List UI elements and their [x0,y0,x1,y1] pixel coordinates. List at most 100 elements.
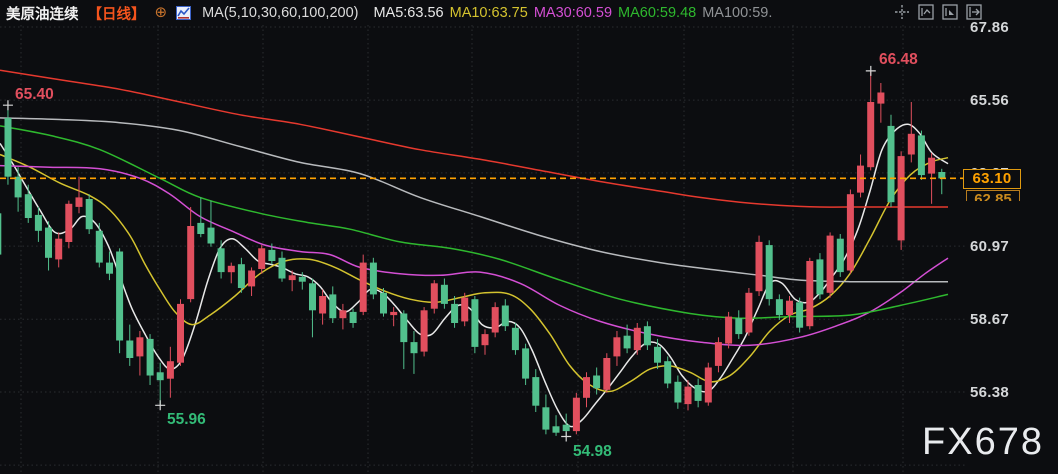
extreme-marker-icon [2,100,13,111]
candle [603,353,611,393]
candle [857,154,864,198]
candle [623,324,631,354]
price-extreme-label: 54.98 [573,443,612,460]
fx678-watermark: FX678 [922,421,1044,463]
candle [106,251,113,281]
candle [227,262,235,284]
candle [735,310,743,339]
candle [461,292,469,327]
crosshair-icon[interactable] [894,4,910,20]
annotations-layer: 65.40 66.48 55.96 54.98 [2,51,918,460]
y-axis-label: 67.86 [970,19,1010,36]
candle [593,367,601,395]
y-axis-label: 65.56 [970,92,1010,110]
price-extreme-label: 66.48 [879,51,918,68]
ma-line-ma30 [0,164,949,347]
candle [359,254,367,316]
candle [420,307,428,357]
candle [136,331,144,376]
candle [4,105,12,185]
y-axis-label: 58.67 [970,311,1010,329]
instrument-title: 美原油连续 [6,6,79,23]
candle [451,296,459,328]
candle [55,232,63,268]
period-tag[interactable]: 【日线】 [87,6,146,23]
candle [268,243,276,265]
ma-line-ma10 [0,153,949,393]
y-axis-label: 56.38 [970,383,1010,401]
candle [897,151,905,250]
candle [532,369,540,412]
candle [349,308,357,328]
candle [674,375,682,409]
candle [197,197,205,238]
candle [187,207,195,303]
candle [796,297,804,333]
ma-value-label: MA60:59.48 [618,5,697,21]
candle [654,338,661,370]
ma-settings-label[interactable]: MA(5,10,30,60,100,200) [202,5,359,21]
mini-chart-icon[interactable] [176,6,192,20]
extreme-marker-icon [561,431,572,442]
candle [775,294,783,320]
candle [410,331,418,374]
candle [877,83,885,123]
candle [156,362,164,406]
candle [522,343,530,385]
candle [217,240,225,279]
candle [116,248,124,354]
candle [542,394,550,435]
candle [278,251,286,282]
candle [765,240,773,306]
candle [329,286,337,323]
extreme-marker-icon [865,65,876,76]
candle [867,70,875,171]
candle [786,296,793,323]
candle [887,114,895,207]
candle [501,299,509,331]
price-extreme-label: 55.96 [167,411,206,428]
candle [633,323,641,355]
candle [471,296,479,354]
candle [258,245,266,274]
candle [126,324,134,366]
candle [237,257,245,293]
ma-value-label: MA100:59. [702,5,773,21]
candle [288,270,296,292]
candle [85,194,93,234]
candle [846,189,854,274]
ma-values-row: MA5:63.56 MA10:63.75 MA30:60.59 MA60:59.48 M… [367,5,772,21]
candle [430,280,438,314]
price-extreme-label: 65.40 [15,86,54,103]
candle [166,346,174,398]
candle [24,184,32,223]
axis-collapse-icon[interactable] [966,4,982,20]
candle [14,167,22,212]
ma-value-label: MA5:63.56 [373,5,444,21]
candle [745,288,753,336]
candle [907,102,915,163]
candle [481,329,489,355]
indicator-panel-icon[interactable] [942,4,958,20]
candle [836,234,844,277]
candle [319,289,327,325]
ma-line-ma200 [0,69,948,208]
candle [400,310,408,370]
candle [380,288,387,317]
candle [826,232,834,298]
candle [146,334,154,385]
candle [613,331,621,366]
circle-plus-icon[interactable]: ⊕ [154,4,168,21]
candle [643,321,651,350]
chart-toolbar [894,4,982,20]
candle [694,378,702,408]
extreme-marker-icon [155,400,166,411]
chart-panel-icon[interactable] [918,4,934,20]
candle [684,380,692,411]
candle [207,200,215,247]
chart-header: 美原油连续 【日线】 ⊕ MA(5,10,30,60,100,200) MA5:… [6,3,772,23]
candle [511,323,519,355]
candle [45,221,52,271]
candle [938,168,946,195]
